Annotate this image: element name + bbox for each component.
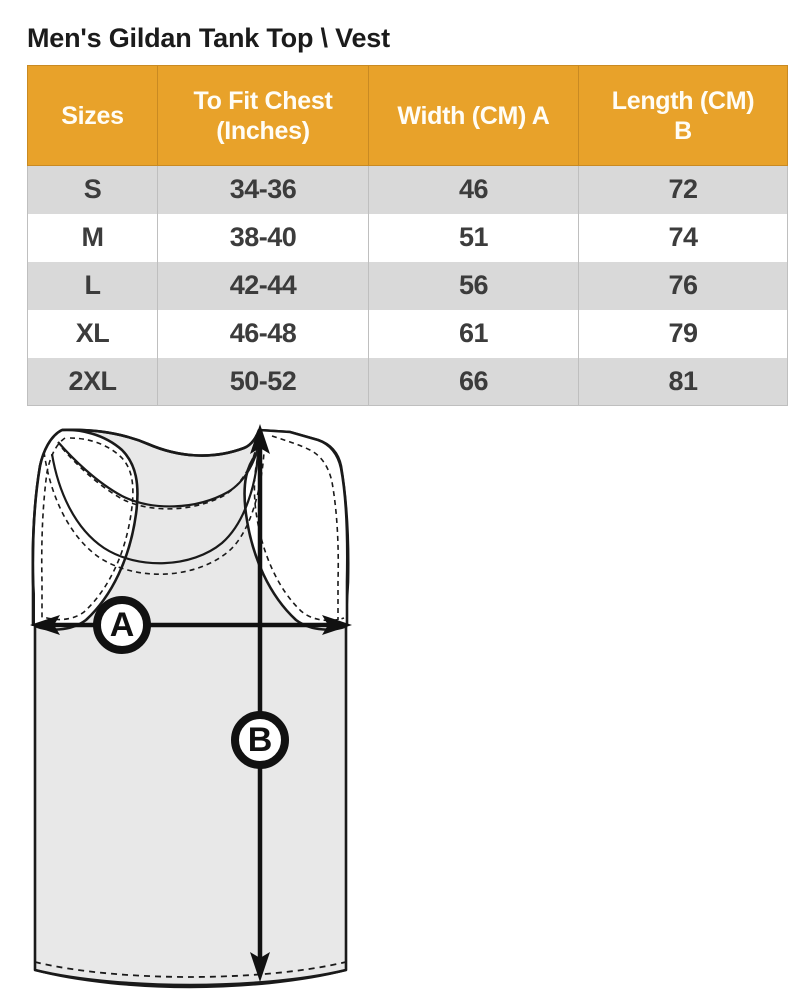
measure-a-arrow [30,615,352,635]
cell-length: 76 [578,261,788,310]
column-header-length: Length (CM) B [578,65,788,166]
cell-width: 61 [368,309,579,358]
table-row: 2XL 50-52 66 81 [27,357,788,406]
column-header-chest: To Fit Chest (Inches) [157,65,369,166]
column-header-chest-line1: To Fit Chest [193,86,333,115]
cell-size: 2XL [27,357,158,406]
cell-width: 46 [368,165,579,214]
size-chart-table: Sizes To Fit Chest (Inches) Width (CM) A… [27,65,788,406]
measure-a-badge: A [93,596,151,654]
column-header-width-line1: Width (CM) A [397,101,550,130]
table-row: L 42-44 56 76 [27,261,788,310]
cell-chest: 42-44 [157,261,369,310]
garment-illustration: A B [0,410,812,1000]
cell-length: 79 [578,309,788,358]
front-neck-opening [43,451,265,575]
page-title: Men's Gildan Tank Top \ Vest [27,23,390,53]
cell-size: XL [27,309,158,358]
cell-width: 66 [368,357,579,406]
measure-b-label: B [248,721,273,759]
table-header-row: Sizes To Fit Chest (Inches) Width (CM) A… [27,65,788,166]
column-header-chest-line2: (Inches) [216,116,310,145]
column-header-width: Width (CM) A [368,65,579,166]
cell-size: S [27,165,158,214]
table-row: S 34-36 46 72 [27,165,788,214]
table-row: M 38-40 51 74 [27,213,788,262]
cell-length: 74 [578,213,788,262]
collar-band [57,428,261,510]
column-header-sizes-line1: Sizes [61,101,124,130]
measure-b-arrow [250,424,270,982]
cell-size: M [27,213,158,262]
cell-width: 51 [368,213,579,262]
column-header-length-line1: Length (CM) [611,86,755,115]
cell-chest: 46-48 [157,309,369,358]
column-header-sizes: Sizes [27,65,158,166]
cell-chest: 34-36 [157,165,369,214]
column-header-length-line2: B [674,116,692,145]
cell-length: 72 [578,165,788,214]
measure-a-label: A [110,606,135,644]
cell-chest: 38-40 [157,213,369,262]
cell-width: 56 [368,261,579,310]
cell-length: 81 [578,357,788,406]
cell-chest: 50-52 [157,357,369,406]
table-row: XL 46-48 61 79 [27,309,788,358]
armhole-cutouts [34,429,348,630]
measure-b-badge: B [231,711,289,769]
bottom-hem [34,961,347,989]
cell-size: L [27,261,158,310]
